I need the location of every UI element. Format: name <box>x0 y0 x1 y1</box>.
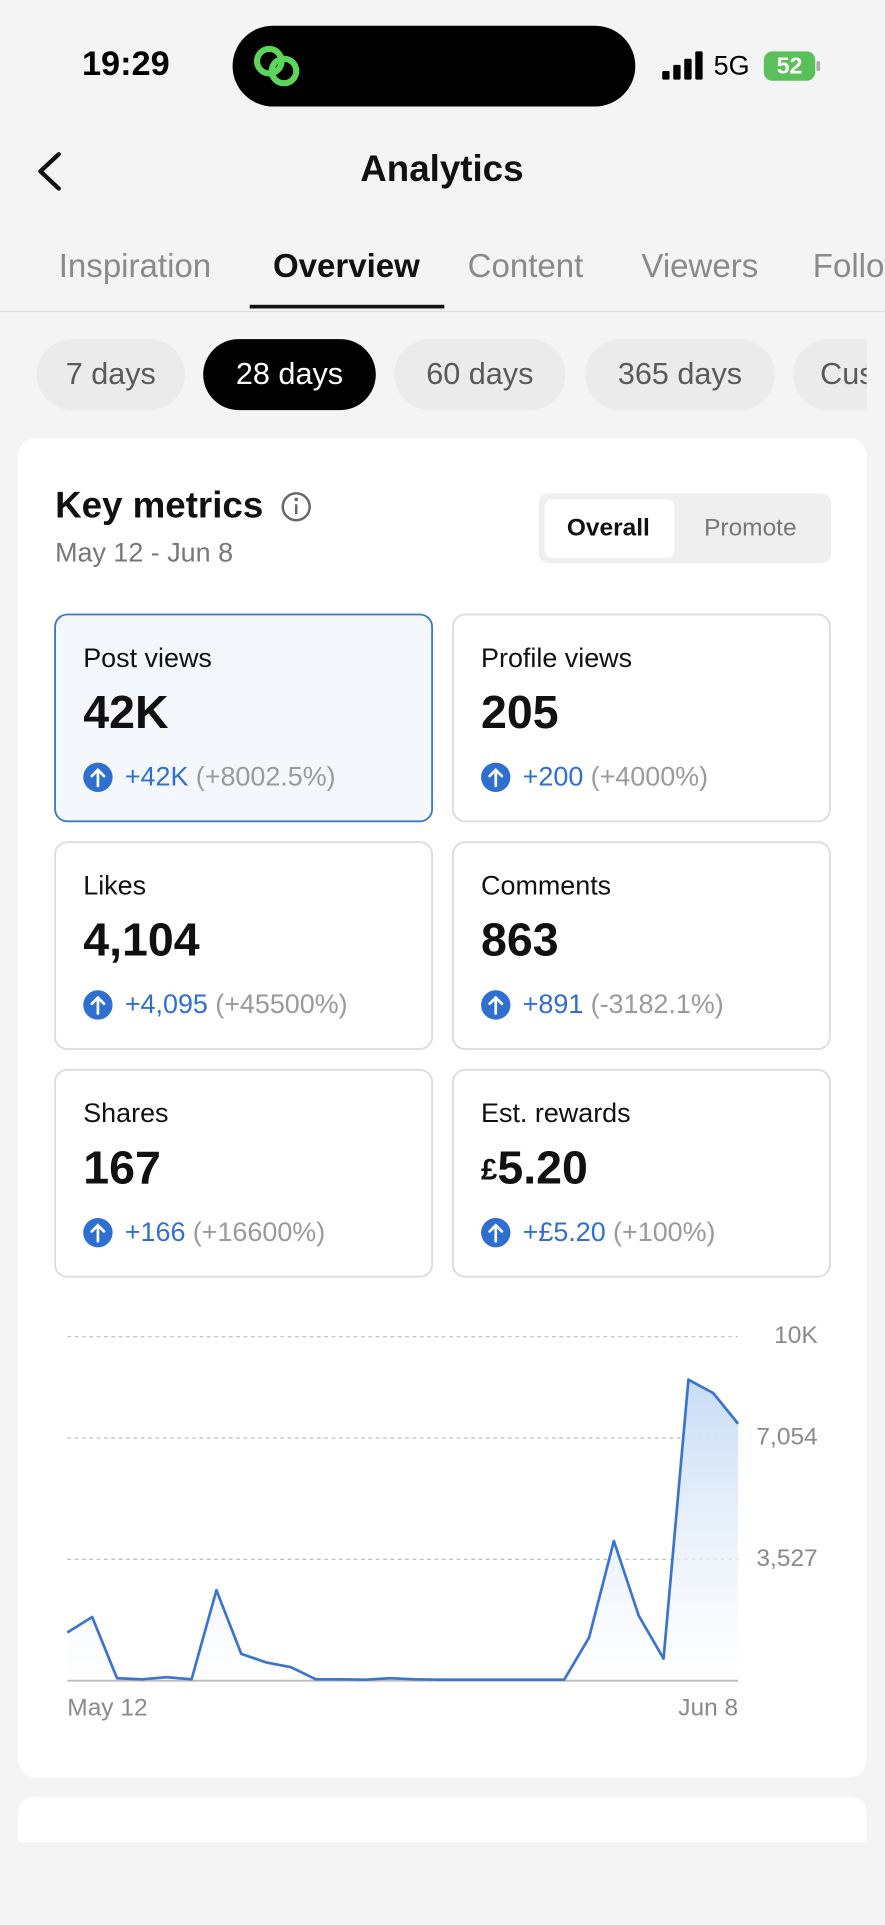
back-button[interactable] <box>38 152 61 191</box>
metric-card[interactable] <box>451 841 831 1050</box>
metric-change: +166 <box>125 1217 186 1247</box>
metric-change: +891 (-3182.1%) <box>523 989 724 1019</box>
filter-label[interactable]: 7 days <box>66 357 156 391</box>
metric-change: +42K (+8002.5%) <box>125 762 336 792</box>
y-tick-label: 3,527 <box>756 1545 817 1572</box>
dynamic-island <box>232 25 636 107</box>
app-icon <box>253 45 300 87</box>
y-tick-label: 7,054 <box>756 1423 817 1450</box>
metric-card[interactable] <box>54 1068 434 1278</box>
metric-change: +42K <box>125 762 189 792</box>
status-time: 19:29 <box>82 45 170 83</box>
up-arrow <box>90 768 106 788</box>
filter-chip[interactable] <box>793 339 885 411</box>
metric-change: +200 <box>523 762 584 792</box>
value: 42K <box>83 686 169 738</box>
area <box>67 1379 739 1681</box>
metric-card[interactable] <box>451 1068 831 1278</box>
tab[interactable]: Followers <box>813 248 885 285</box>
signal-icon <box>662 51 703 80</box>
metric-change: +200 (+4000%) <box>523 762 708 792</box>
filter-label[interactable]: 60 days <box>426 357 533 391</box>
up-arrow <box>488 768 504 788</box>
metric-card[interactable] <box>54 613 434 823</box>
metric-value: 4,104 <box>83 914 200 966</box>
filter-chip[interactable] <box>394 339 566 411</box>
battery-tip <box>816 61 821 71</box>
up-arrow <box>488 1223 504 1243</box>
metric-percent: (+8002.5%) <box>196 762 336 792</box>
date-range: May 12 - Jun 8 <box>55 538 233 568</box>
metric-label: Est. rewards <box>481 1098 631 1128</box>
y-tick-label: 10K <box>774 1322 818 1349</box>
network: 5G <box>714 50 750 80</box>
metric-value: 863 <box>481 914 559 966</box>
metric-label: Comments <box>481 871 611 901</box>
metric-change: +4,095 <box>125 989 208 1019</box>
line <box>66 1378 740 1682</box>
tab-underline <box>249 304 445 309</box>
metric-label: Shares <box>83 1098 168 1128</box>
value: 863 <box>481 914 559 966</box>
filter-chip[interactable] <box>36 339 185 411</box>
metric-change: +£5.20 (+100%) <box>523 1217 716 1247</box>
value: 205 <box>481 686 559 738</box>
metric-card[interactable] <box>54 841 434 1050</box>
tab[interactable]: Overview <box>273 248 420 285</box>
metric-card[interactable] <box>451 613 831 823</box>
tab[interactable]: Content <box>468 248 584 285</box>
battery-level: 52 <box>777 52 803 78</box>
metric-value: 42K <box>83 686 169 738</box>
up-arrow <box>90 995 106 1015</box>
tab[interactable]: Inspiration <box>59 248 211 285</box>
filter-label[interactable]: 28 days <box>236 357 343 391</box>
metric-value: £5.20 <box>481 1142 588 1194</box>
filter-chip[interactable] <box>203 339 376 411</box>
filter-label[interactable]: Custom <box>820 357 885 391</box>
metric-percent: (-3182.1%) <box>591 989 724 1019</box>
segment-label[interactable]: Promote <box>704 514 796 541</box>
tab[interactable]: Viewers <box>641 248 758 285</box>
x-tick-label: May 12 <box>67 1694 147 1721</box>
metric-percent: (+16600%) <box>193 1217 325 1247</box>
metric-change: +4,095 (+45500%) <box>125 989 348 1019</box>
metric-label: Profile views <box>481 643 632 673</box>
page-title: Analytics <box>360 148 523 189</box>
filter-label[interactable]: 365 days <box>618 357 742 391</box>
metric-change: +891 <box>523 989 584 1019</box>
info-icon[interactable] <box>281 492 311 522</box>
value: 4,104 <box>83 914 200 966</box>
metric-percent: (+4000%) <box>591 762 708 792</box>
metric-change: +166 (+16600%) <box>125 1217 325 1247</box>
metric-value: 205 <box>481 686 559 738</box>
up-arrow <box>488 995 504 1015</box>
metric-percent: (+45500%) <box>215 989 347 1019</box>
metric-percent: (+100%) <box>613 1217 715 1247</box>
metric-value: 167 <box>83 1142 161 1194</box>
divider <box>0 310 885 313</box>
x-tick-label: Jun 8 <box>678 1694 738 1721</box>
next-card <box>18 1796 867 1843</box>
segment-label[interactable]: Overall <box>567 514 650 541</box>
section-title: Key metrics <box>55 485 263 526</box>
value: 5.20 <box>497 1142 588 1194</box>
battery <box>763 51 816 81</box>
metric-label: Post views <box>83 643 212 673</box>
metric-change: +£5.20 <box>523 1217 606 1247</box>
value: 167 <box>83 1142 161 1194</box>
segment-selected[interactable] <box>544 499 675 559</box>
filter-chip[interactable] <box>585 339 775 411</box>
currency: £ <box>481 1153 498 1186</box>
metric-label: Likes <box>83 871 146 901</box>
up-arrow <box>90 1223 106 1243</box>
